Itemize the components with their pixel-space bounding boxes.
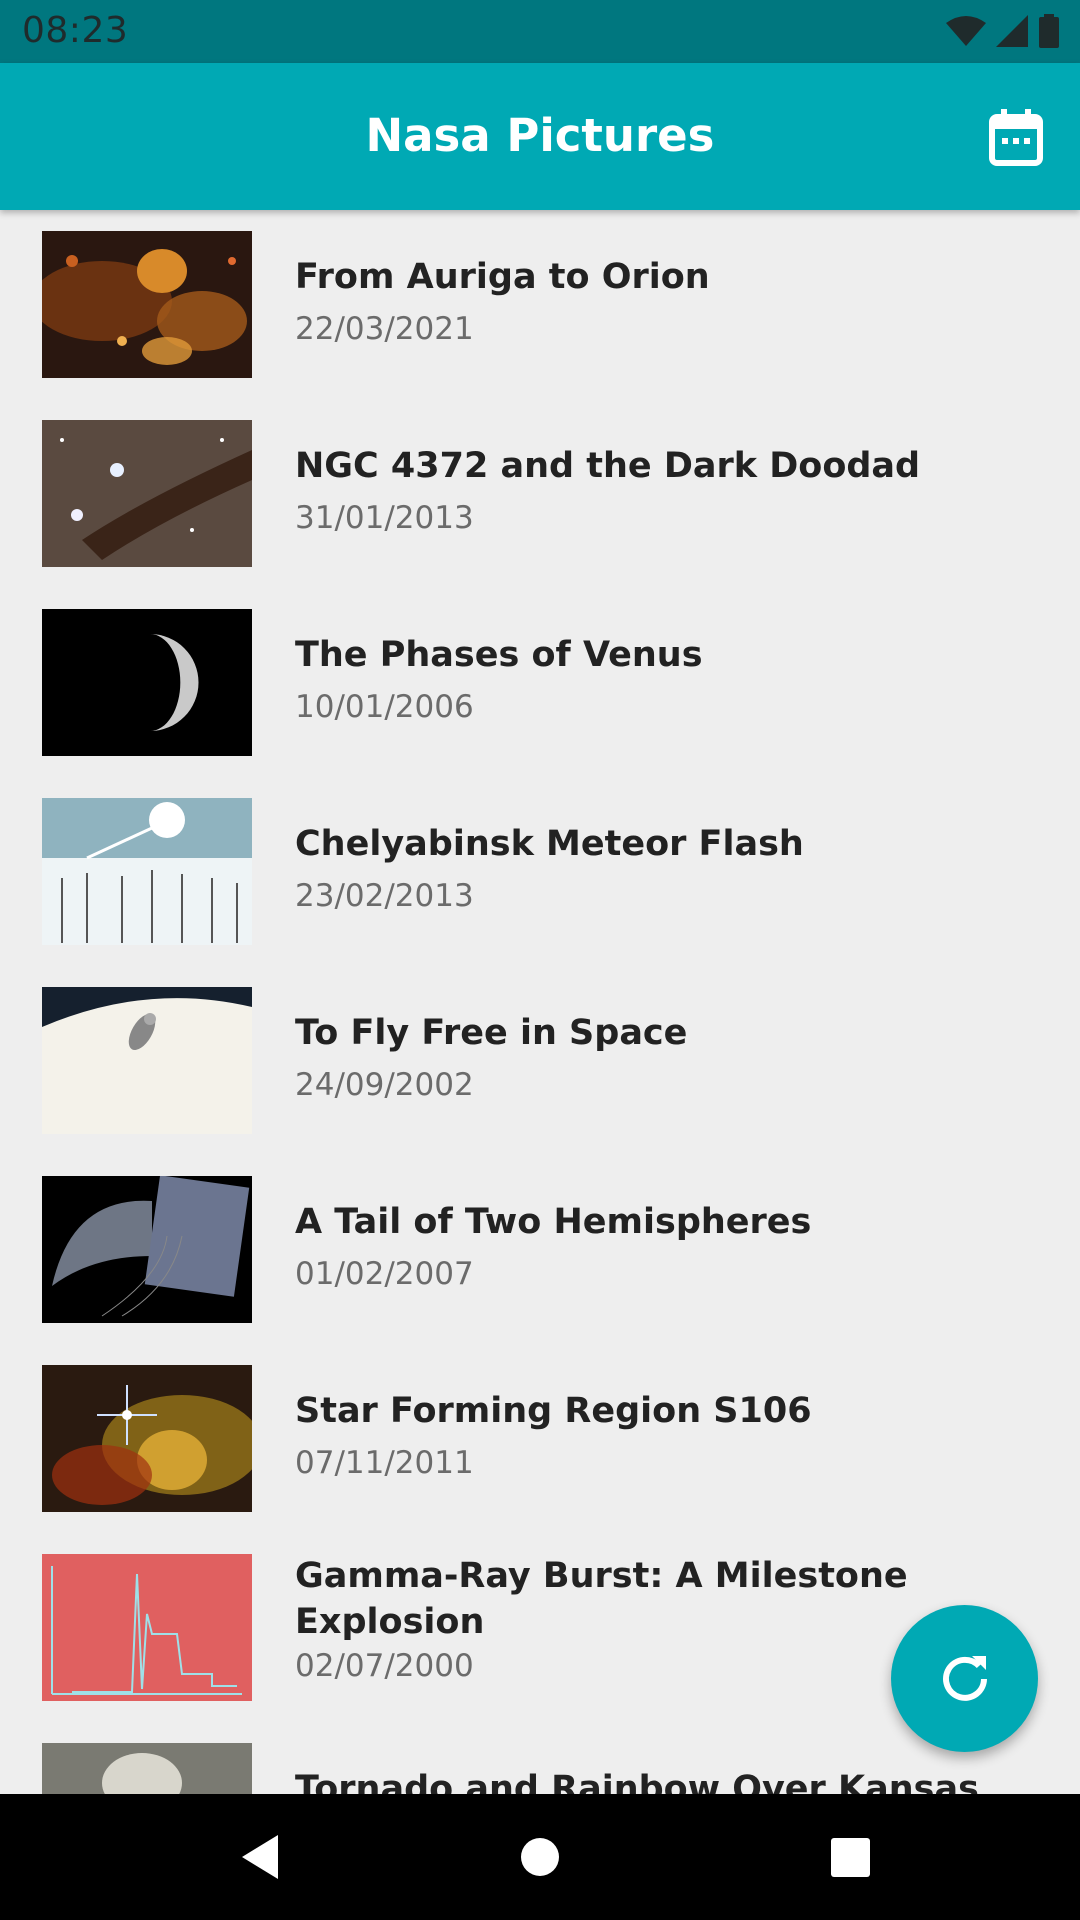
calendar-icon xyxy=(989,109,1043,166)
thumbnail-image xyxy=(42,1365,252,1512)
item-title: Tornado and Rainbow Over Kansas xyxy=(295,1769,979,1794)
item-text: Gamma-Ray Burst: A Milestone Explosion 0… xyxy=(295,1553,1020,1687)
item-date: 02/07/2000 xyxy=(295,1648,474,1684)
navigation-bar xyxy=(0,1794,1080,1920)
status-icons xyxy=(946,14,1060,48)
item-text: A Tail of Two Hemispheres 01/02/2007 xyxy=(295,1199,1020,1295)
picture-list: From Auriga to Orion 22/03/2021 NGC 4372… xyxy=(0,210,1080,1794)
list-item[interactable]: NGC 4372 and the Dark Doodad 31/01/2013 xyxy=(0,399,1080,588)
item-date: 24/09/2002 xyxy=(295,1067,474,1103)
calendar-button[interactable] xyxy=(988,107,1044,167)
item-date: 10/01/2006 xyxy=(295,689,474,725)
item-title: NGC 4372 and the Dark Doodad xyxy=(295,446,921,486)
thumbnail-image xyxy=(42,1554,252,1701)
item-text: To Fly Free in Space 24/09/2002 xyxy=(295,1010,1020,1106)
list-item[interactable]: Gamma-Ray Burst: A Milestone Explosion 0… xyxy=(0,1533,1080,1722)
item-text: From Auriga to Orion 22/03/2021 xyxy=(295,254,1020,350)
home-button[interactable] xyxy=(510,1827,570,1887)
item-title: From Auriga to Orion xyxy=(295,257,710,297)
item-title: The Phases of Venus xyxy=(295,635,703,675)
item-text: Star Forming Region S106 07/11/2011 xyxy=(295,1388,1020,1484)
recents-button[interactable] xyxy=(820,1827,880,1887)
home-icon xyxy=(521,1838,559,1876)
thumbnail-image xyxy=(42,231,252,378)
thumbnail-image xyxy=(42,420,252,567)
status-bar: 08:23 xyxy=(0,0,1080,63)
list-item[interactable]: From Auriga to Orion 22/03/2021 xyxy=(0,210,1080,399)
list-item[interactable]: A Tail of Two Hemispheres 01/02/2007 xyxy=(0,1155,1080,1344)
item-title: Star Forming Region S106 xyxy=(295,1391,812,1431)
item-date: 01/02/2007 xyxy=(295,1256,474,1292)
app-bar: Nasa Pictures xyxy=(0,63,1080,210)
item-date: 07/11/2011 xyxy=(295,1445,474,1481)
item-text: Tornado and Rainbow Over Kansas xyxy=(295,1766,1020,1794)
item-title: To Fly Free in Space xyxy=(295,1013,688,1053)
item-title: Gamma-Ray Burst: A Milestone Explosion xyxy=(295,1556,908,1642)
thumbnail-image xyxy=(42,609,252,756)
item-text: The Phases of Venus 10/01/2006 xyxy=(295,632,1020,728)
back-icon xyxy=(242,1835,278,1879)
list-item[interactable]: To Fly Free in Space 24/09/2002 xyxy=(0,966,1080,1155)
item-text: NGC 4372 and the Dark Doodad 31/01/2013 xyxy=(295,443,1020,539)
page-title: Nasa Pictures xyxy=(365,109,715,162)
list-item[interactable]: The Phases of Venus 10/01/2006 xyxy=(0,588,1080,777)
item-date: 22/03/2021 xyxy=(295,311,474,347)
item-date: 23/02/2013 xyxy=(295,878,474,914)
refresh-button[interactable] xyxy=(891,1605,1038,1752)
list-item[interactable]: Chelyabinsk Meteor Flash 23/02/2013 xyxy=(0,777,1080,966)
thumbnail-image xyxy=(42,987,252,1134)
cellular-signal-icon xyxy=(996,15,1028,47)
item-date: 31/01/2013 xyxy=(295,500,474,536)
battery-icon xyxy=(1039,14,1059,48)
wifi-icon xyxy=(946,16,986,46)
thumbnail-image xyxy=(42,798,252,945)
recents-icon xyxy=(831,1838,870,1877)
status-time: 08:23 xyxy=(22,10,129,51)
thumbnail-image xyxy=(42,1176,252,1323)
item-text: Chelyabinsk Meteor Flash 23/02/2013 xyxy=(295,821,1020,917)
list-item[interactable]: Star Forming Region S106 07/11/2011 xyxy=(0,1344,1080,1533)
refresh-icon xyxy=(942,1655,987,1701)
item-title: Chelyabinsk Meteor Flash xyxy=(295,824,804,864)
list-item[interactable]: Tornado and Rainbow Over Kansas xyxy=(0,1722,1080,1794)
thumbnail-image xyxy=(42,1743,252,1794)
item-title: A Tail of Two Hemispheres xyxy=(295,1202,812,1242)
back-button[interactable] xyxy=(230,1827,290,1887)
